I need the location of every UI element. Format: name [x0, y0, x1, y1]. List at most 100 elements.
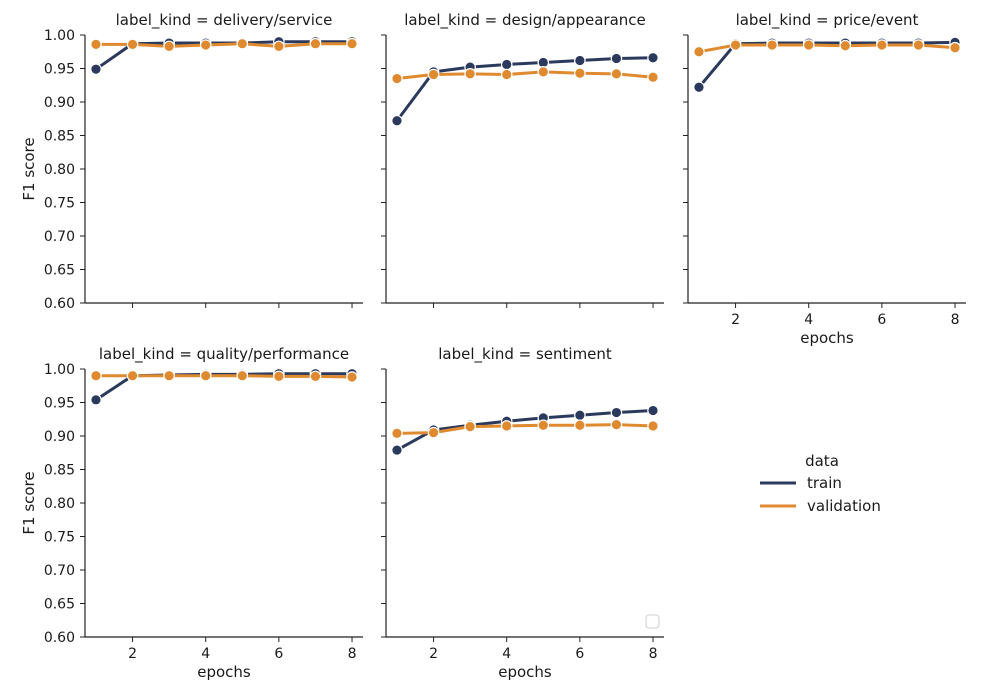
data-point-train	[391, 444, 403, 456]
series-line-validation	[697, 43, 957, 54]
x-axis-label: epochs	[498, 663, 552, 681]
y-tick-label: 0.95	[44, 396, 75, 412]
x-tick-label: 4	[804, 312, 813, 328]
y-tick-label: 0.70	[44, 229, 75, 245]
data-point-validation	[766, 39, 778, 51]
data-point-train	[610, 52, 623, 65]
y-tick-label: 0.60	[44, 630, 75, 646]
data-point-train	[500, 58, 513, 71]
y-tick-label: 0.65	[44, 597, 75, 613]
panel-title: label_kind = design/appearance	[404, 11, 646, 30]
series-line-validation	[94, 374, 354, 379]
data-point-validation	[236, 37, 249, 50]
data-point-train	[391, 114, 403, 127]
panel-title: label_kind = sentiment	[438, 345, 612, 364]
x-tick-label: 8	[951, 312, 960, 328]
x-tick-label: 8	[649, 646, 658, 662]
data-point-validation	[839, 39, 852, 52]
data-point-validation	[273, 370, 285, 383]
data-point-train	[693, 81, 705, 94]
data-point-train	[574, 409, 586, 422]
x-tick-label: 8	[348, 646, 357, 662]
y-tick-label: 0.80	[44, 496, 75, 512]
data-point-train	[90, 63, 102, 75]
x-tick-label: 2	[429, 646, 438, 662]
y-tick-label: 0.85	[44, 129, 75, 145]
data-point-validation	[537, 419, 550, 432]
data-point-validation	[647, 420, 659, 432]
x-tick-label: 6	[877, 312, 886, 328]
series-line-validation	[94, 42, 354, 48]
panel-3: label_kind = price/event 2 4 6 8 epochs	[683, 11, 966, 347]
y-tick-label: 0.65	[44, 263, 75, 279]
y-tick-label: 0.60	[44, 296, 75, 312]
y-tick-label: 0.90	[44, 95, 75, 111]
data-point-validation	[427, 426, 440, 439]
panel-4: label_kind = quality/performance 0.60 0.65…	[20, 345, 363, 681]
y-tick-label: 0.70	[44, 563, 75, 579]
series-line-train	[395, 409, 655, 452]
data-point-validation	[610, 68, 623, 80]
data-point-validation	[163, 40, 175, 53]
legend-label-validation: validation	[807, 497, 881, 515]
data-point-train	[90, 394, 102, 406]
data-point-validation	[126, 369, 139, 382]
data-point-validation	[391, 427, 403, 440]
x-tick-label: 2	[128, 646, 137, 662]
y-axis-label: F1 score	[20, 137, 38, 200]
y-tick-label: 0.80	[44, 162, 75, 178]
y-tick-label: 0.85	[44, 463, 75, 479]
panel-title: label_kind = delivery/service	[116, 11, 333, 30]
y-tick-label: 1.00	[44, 28, 75, 44]
data-point-validation	[500, 420, 513, 432]
x-tick-label: 6	[274, 646, 283, 662]
y-tick-label: 0.75	[44, 196, 75, 212]
data-point-validation	[574, 67, 586, 79]
legend-title: data	[805, 452, 839, 470]
legend-label-train: train	[807, 474, 842, 492]
panel-title: label_kind = price/event	[736, 11, 919, 30]
x-tick-label: 4	[201, 646, 210, 662]
x-tick-label: 4	[502, 646, 511, 662]
data-point-validation	[346, 37, 358, 50]
data-point-train	[647, 404, 659, 417]
data-point-validation	[391, 72, 403, 85]
data-point-validation	[647, 71, 659, 84]
y-tick-label: 0.95	[44, 62, 75, 78]
data-point-validation	[346, 371, 358, 383]
panel-1: label_kind = delivery/service 0.60 0.65 0.7…	[20, 11, 363, 312]
series-line-train	[395, 56, 655, 123]
data-point-validation	[802, 39, 815, 51]
data-point-validation	[537, 66, 550, 78]
empty-legend-box	[645, 614, 660, 629]
data-point-validation	[309, 370, 322, 383]
data-point-validation	[427, 68, 440, 81]
data-point-validation	[199, 369, 212, 382]
data-point-train	[574, 54, 586, 67]
panel-title: label_kind = quality/performance	[99, 345, 349, 364]
panel-2: label_kind = design/appearance	[381, 11, 664, 308]
data-point-validation	[464, 68, 476, 80]
series-line-validation	[395, 423, 655, 435]
data-point-validation	[729, 39, 742, 51]
data-point-validation	[500, 68, 513, 81]
panel-5: label_kind = sentiment 2 4 6 8 epochs	[381, 345, 664, 681]
data-point-validation	[90, 38, 102, 51]
data-point-validation	[273, 40, 285, 53]
data-point-validation	[309, 37, 322, 50]
y-tick-label: 0.75	[44, 530, 75, 546]
data-point-validation	[90, 369, 102, 382]
data-point-validation	[610, 418, 623, 431]
data-point-validation	[163, 369, 175, 382]
data-point-train	[610, 406, 623, 419]
x-axis-label: epochs	[800, 329, 854, 347]
series-line-validation	[395, 70, 655, 81]
data-point-validation	[912, 39, 925, 51]
data-point-validation	[236, 369, 249, 382]
legend: data train validation	[760, 452, 881, 515]
data-point-validation	[574, 419, 586, 432]
data-point-validation	[949, 41, 961, 54]
data-point-validation	[199, 39, 212, 51]
data-point-train	[647, 51, 659, 64]
